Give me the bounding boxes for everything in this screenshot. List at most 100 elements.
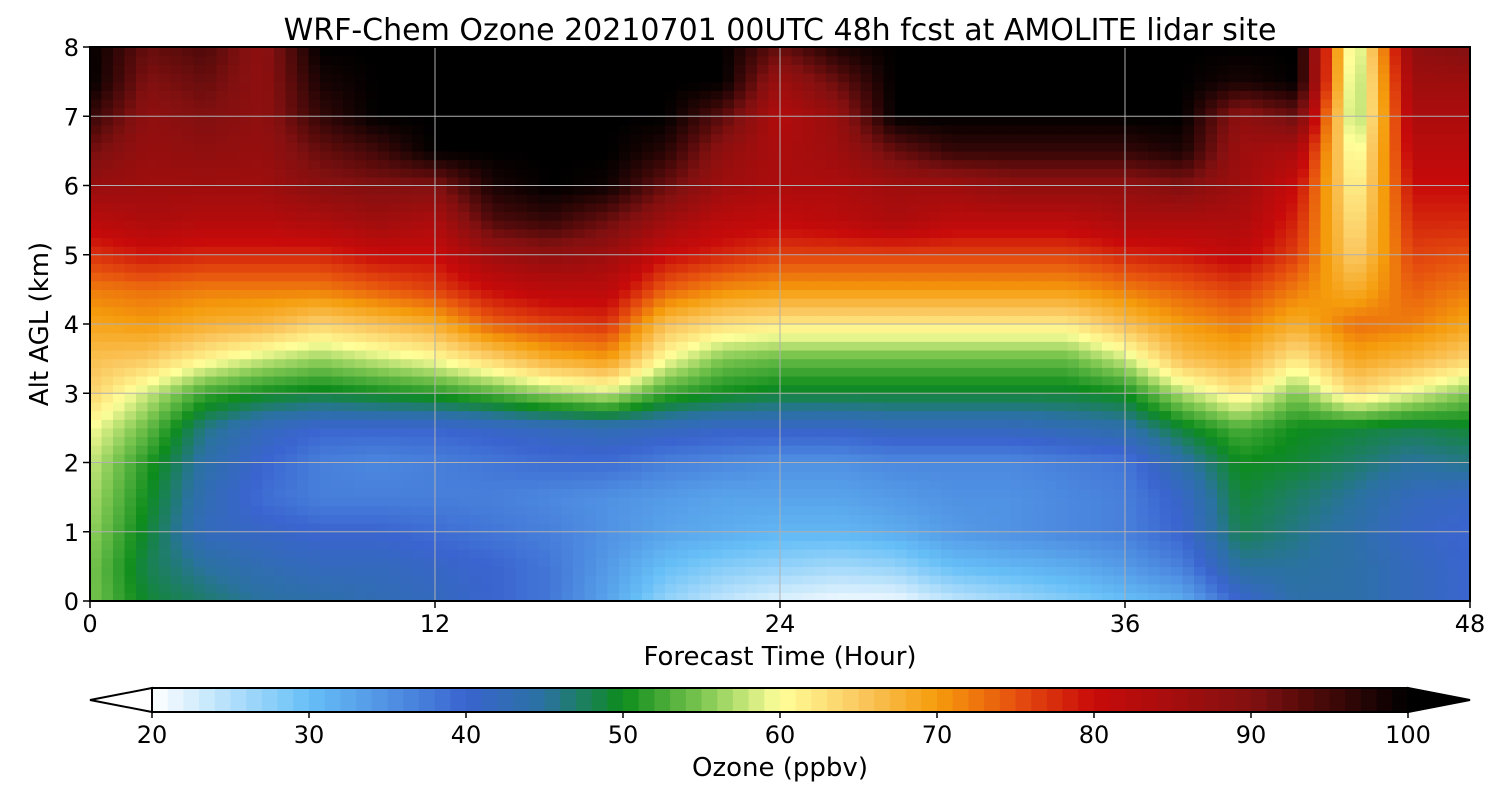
heatmap-cell xyxy=(1251,254,1264,265)
heatmap-cell xyxy=(975,479,988,490)
heatmap-cell xyxy=(113,497,126,507)
heatmap-cell xyxy=(1136,427,1149,438)
heatmap-cell xyxy=(1424,583,1437,593)
heatmap-cell xyxy=(1044,436,1057,446)
heatmap-cell xyxy=(1113,592,1126,602)
heatmap-cell xyxy=(1297,462,1310,472)
heatmap-cell xyxy=(1332,367,1345,377)
heatmap-cell xyxy=(1251,575,1264,585)
heatmap-cell xyxy=(343,358,356,368)
heatmap-cell xyxy=(1217,393,1230,403)
heatmap-cell xyxy=(803,419,816,429)
heatmap-cell xyxy=(1228,358,1241,368)
heatmap-cell xyxy=(1171,298,1184,308)
heatmap-cell xyxy=(308,349,321,360)
heatmap-cell xyxy=(481,254,494,265)
heatmap-cell xyxy=(1320,497,1333,507)
heatmap-cell xyxy=(1021,263,1034,273)
heatmap-cell xyxy=(1274,341,1287,351)
heatmap-cell xyxy=(607,497,620,507)
heatmap-cell xyxy=(573,349,586,360)
heatmap-cell xyxy=(929,298,942,308)
heatmap-cell xyxy=(205,557,218,567)
heatmap-cell xyxy=(239,566,252,576)
heatmap-cell xyxy=(803,436,816,446)
heatmap-cell xyxy=(193,298,206,308)
heatmap-cell xyxy=(630,384,643,394)
heatmap-cell xyxy=(929,280,942,290)
heatmap-cell xyxy=(803,341,816,351)
heatmap-cell xyxy=(653,514,666,524)
heatmap-cell xyxy=(630,566,643,576)
heatmap-cell xyxy=(193,332,206,342)
heatmap-cell xyxy=(343,592,356,602)
heatmap-cell xyxy=(837,263,850,273)
heatmap-cell xyxy=(1240,505,1253,516)
heatmap-cell xyxy=(481,462,494,472)
heatmap-cell xyxy=(1182,453,1195,464)
heatmap-cell xyxy=(124,557,137,567)
heatmap-cell xyxy=(722,306,735,316)
heatmap-cell xyxy=(722,540,735,550)
heatmap-cell xyxy=(1113,315,1126,325)
heatmap-cell xyxy=(1125,263,1138,273)
heatmap-cell xyxy=(826,237,839,247)
heatmap-cell xyxy=(642,367,655,377)
heatmap-cell xyxy=(1010,306,1023,316)
heatmap-cell xyxy=(1447,540,1460,550)
heatmap-cell xyxy=(872,298,885,308)
heatmap-cell xyxy=(515,488,528,498)
heatmap-cell xyxy=(320,237,333,247)
heatmap-cell xyxy=(1010,280,1023,290)
heatmap-cell xyxy=(1240,384,1253,394)
heatmap-cell xyxy=(918,523,931,533)
heatmap-cell xyxy=(193,436,206,446)
heatmap-cell xyxy=(435,575,448,585)
heatmap-cell xyxy=(1194,263,1207,273)
heatmap-cell xyxy=(1136,592,1149,602)
heatmap-cell xyxy=(1171,375,1184,386)
heatmap-cell xyxy=(124,384,137,394)
heatmap-cell xyxy=(1458,531,1471,542)
heatmap-cell xyxy=(515,540,528,550)
heatmap-cell xyxy=(768,263,781,273)
heatmap-cell xyxy=(435,401,448,412)
heatmap-cell xyxy=(722,514,735,524)
heatmap-cell xyxy=(423,375,436,386)
heatmap-cell xyxy=(573,479,586,490)
heatmap-cell xyxy=(837,289,850,299)
heatmap-cell xyxy=(803,254,816,265)
heatmap-cell xyxy=(745,384,758,394)
heatmap-cell xyxy=(1355,549,1368,559)
heatmap-cell xyxy=(193,531,206,542)
heatmap-cell xyxy=(1079,462,1092,472)
heatmap-cell xyxy=(952,375,965,386)
heatmap-cell xyxy=(826,523,839,533)
heatmap-cell xyxy=(814,575,827,585)
heatmap-cell xyxy=(446,427,459,438)
heatmap-cell xyxy=(262,332,275,342)
heatmap-cell xyxy=(550,263,563,273)
heatmap-cell xyxy=(906,254,919,265)
heatmap-cell xyxy=(1297,445,1310,455)
heatmap-cell xyxy=(952,462,965,472)
heatmap-cell xyxy=(941,523,954,533)
heatmap-cell xyxy=(584,523,597,533)
heatmap-cell xyxy=(998,401,1011,412)
heatmap-cell xyxy=(481,575,494,585)
heatmap-cell xyxy=(849,505,862,516)
heatmap-cell xyxy=(803,410,816,420)
heatmap-cell xyxy=(1263,375,1276,386)
heatmap-cell xyxy=(573,289,586,299)
heatmap-cell xyxy=(550,272,563,282)
heatmap-cell xyxy=(895,583,908,593)
heatmap-cell xyxy=(228,566,241,576)
heatmap-cell xyxy=(757,592,770,602)
heatmap-cell xyxy=(1332,419,1345,429)
heatmap-cell xyxy=(308,324,321,334)
heatmap-cell xyxy=(1205,471,1218,481)
heatmap-cell xyxy=(274,367,287,377)
heatmap-cell xyxy=(768,237,781,247)
heatmap-cell xyxy=(1263,514,1276,524)
heatmap-cell xyxy=(228,315,241,325)
